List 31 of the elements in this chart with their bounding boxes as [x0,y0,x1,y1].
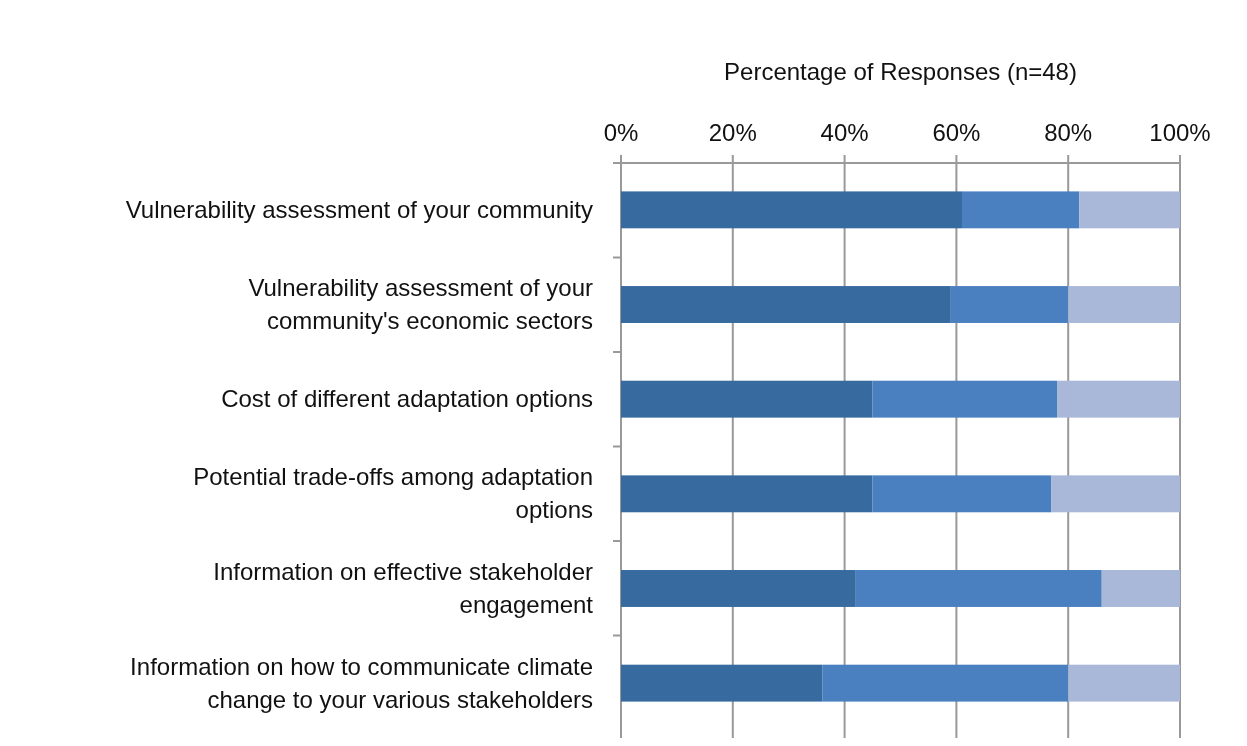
bar [872,380,1058,418]
y-tick-label: Cost of different adaptation options [221,385,593,413]
bar [621,570,856,607]
x-tick-label: 80% [1044,119,1093,146]
bar [1051,475,1180,513]
bar [1057,380,1180,418]
x-tick-label: 100% [1149,119,1211,146]
bar [855,570,1102,607]
y-tick-label: Potential trade-offs among adaptation options [193,463,593,524]
y-tick-label: Information on how to communicate climate change to your various stakeholders [130,652,593,713]
bar [1101,570,1180,607]
x-tick-label: 20% [708,119,757,146]
bar [822,664,1069,702]
y-tick-label: Vulnerability assessment of your community [125,195,593,223]
bar [621,664,823,702]
x-tick-label: 40% [820,119,869,146]
x-tick-label: 60% [932,119,981,146]
bar [961,191,1080,229]
bar [872,475,1052,513]
bar [950,286,1069,323]
bar [621,286,951,323]
bar [1068,286,1180,323]
y-tick-label: Information on effective stakeholder engagement [213,557,594,618]
bar [1068,664,1180,702]
bar [621,380,873,418]
bar [621,475,873,513]
x-tick-label: 0% [603,119,639,146]
bar [1079,191,1180,229]
x-axis-title: Percentage of Responses (n=48) [724,58,1077,85]
y-tick-label: Vulnerability assessment of your community's economic sectors [248,274,593,335]
bar [621,191,962,229]
